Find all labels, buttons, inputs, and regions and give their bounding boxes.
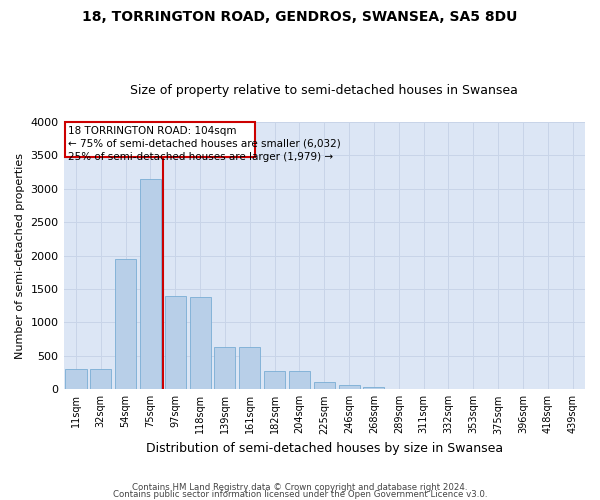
Bar: [214, 347, 235, 390]
Text: 18, TORRINGTON ROAD, GENDROS, SWANSEA, SA5 8DU: 18, TORRINGTON ROAD, GENDROS, SWANSEA, S…: [82, 10, 518, 24]
Bar: [140, 178, 161, 390]
Bar: [239, 347, 260, 390]
Bar: [264, 370, 285, 390]
X-axis label: Distribution of semi-detached houses by size in Swansea: Distribution of semi-detached houses by …: [146, 442, 503, 455]
Bar: [314, 382, 335, 390]
Text: Contains public sector information licensed under the Open Government Licence v3: Contains public sector information licen…: [113, 490, 487, 499]
Bar: [190, 297, 211, 390]
Bar: [338, 385, 359, 390]
Bar: [388, 388, 409, 390]
Bar: [90, 369, 112, 390]
Text: Contains HM Land Registry data © Crown copyright and database right 2024.: Contains HM Land Registry data © Crown c…: [132, 484, 468, 492]
Title: Size of property relative to semi-detached houses in Swansea: Size of property relative to semi-detach…: [130, 84, 518, 97]
Y-axis label: Number of semi-detached properties: Number of semi-detached properties: [15, 152, 25, 358]
Bar: [115, 259, 136, 390]
Bar: [65, 369, 86, 390]
Bar: [289, 370, 310, 390]
Bar: [165, 296, 186, 390]
Bar: [364, 388, 385, 390]
FancyBboxPatch shape: [65, 122, 255, 156]
Text: 18 TORRINGTON ROAD: 104sqm
← 75% of semi-detached houses are smaller (6,032)
25%: 18 TORRINGTON ROAD: 104sqm ← 75% of semi…: [68, 126, 341, 162]
